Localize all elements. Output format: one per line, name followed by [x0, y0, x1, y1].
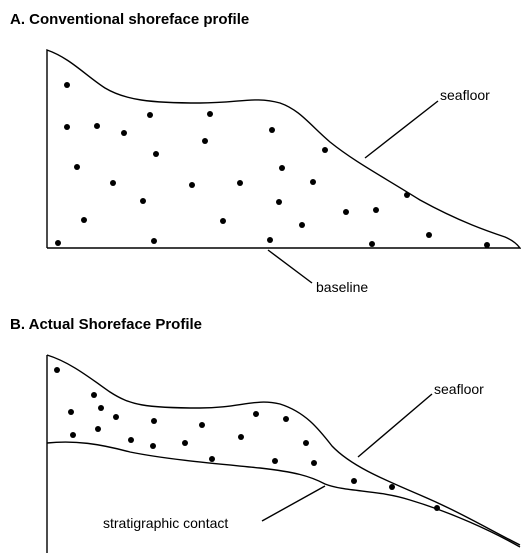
contact-line [46, 441, 521, 548]
panel-title: B. Actual Shoreface Profile [10, 316, 202, 333]
panel-title: A. Conventional shoreface profile [10, 11, 249, 28]
contact-label: stratigraphic contact [103, 515, 228, 531]
seafloor-label: seafloor [440, 87, 490, 103]
baseline-label: baseline [316, 279, 368, 295]
seafloor-leader [357, 393, 433, 458]
panel-a: A. Conventional shoreface profile seaflo… [10, 11, 521, 295]
baseline-leader [267, 249, 313, 284]
seafloor-label: seafloor [434, 381, 484, 397]
panel-b: B. Actual Shoreface Profile seafloor str… [10, 316, 521, 553]
contact-leader [261, 485, 326, 522]
profile-outline [46, 49, 521, 249]
sediment-dots [54, 367, 440, 511]
seafloor-line [46, 354, 521, 546]
sediment-dots [55, 82, 490, 248]
seafloor-leader [364, 100, 439, 159]
